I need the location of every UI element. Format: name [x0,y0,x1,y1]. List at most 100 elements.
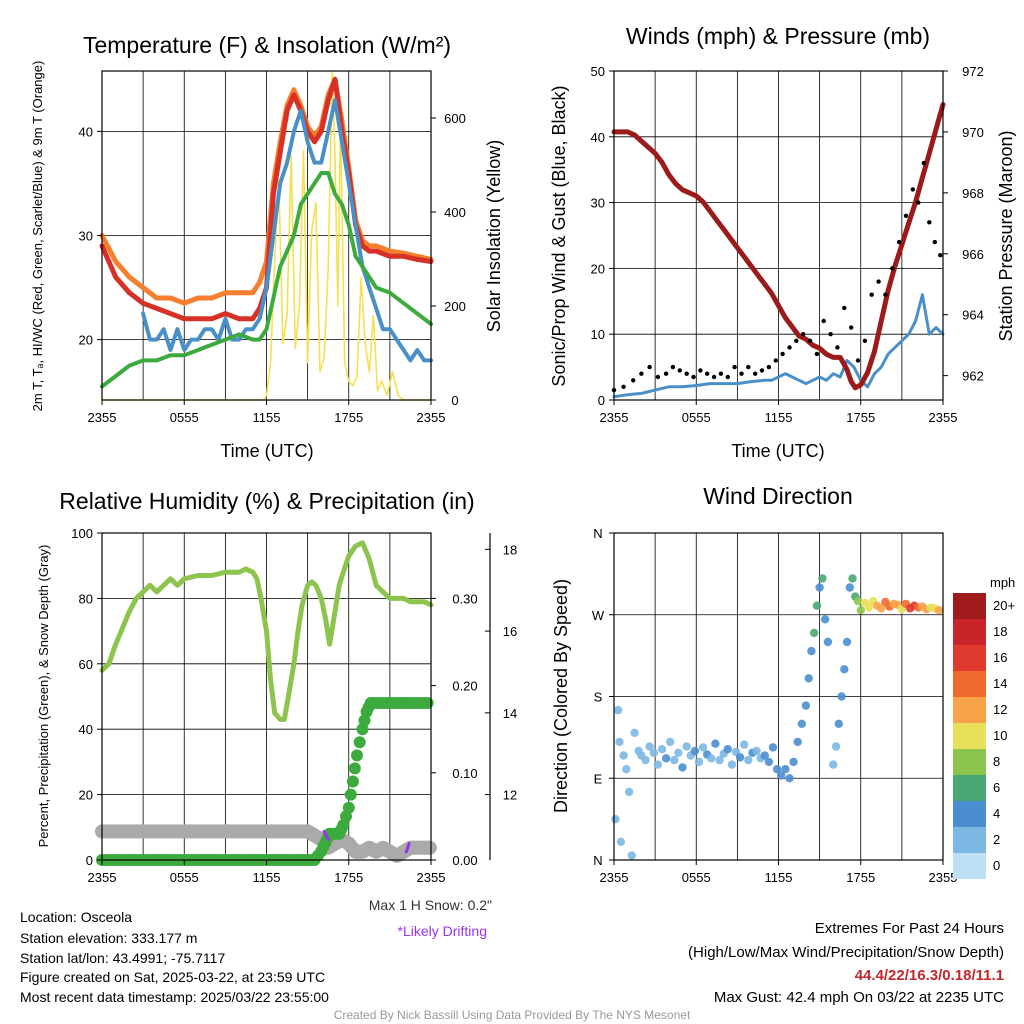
pressure-ytick-label: 964 [962,308,984,323]
precipitation-point [351,749,363,762]
info-latlon: Station lat/lon: 43.4991; -75.7117 [20,950,225,966]
wind-gust-point [718,371,724,376]
winds-xtick-label: 2355 [929,410,958,425]
wind-gust-point [869,292,874,297]
info-recent: Most recent data timestamp: 2025/03/22 2… [20,989,329,1005]
wind-gust-point [698,368,703,373]
wind-direction-point [785,774,794,783]
wind-gust-point [814,351,820,357]
info-location: Location: Osceola [20,909,132,925]
precipitation-point [346,775,359,788]
wind-gust-point [921,160,926,166]
info-elevation: Station elevation: 333.177 m [20,930,197,946]
wind-direction-point [793,737,802,747]
wind-direction-point [649,748,658,757]
legend-label: 18 [993,624,1007,639]
legend-swatch [953,801,986,827]
winds-ytick-label: 50 [591,64,605,79]
wind-direction-point [619,751,628,760]
precip-ytick-label: 0.30 [452,591,477,606]
station-info: Location: Osceola Station elevation: 333… [20,909,329,1005]
wind-direction-point [797,719,806,728]
legend-swatch [953,775,986,801]
snow-ytick-label: 18 [503,542,517,557]
wind-direction-point [789,757,798,767]
wind-direction-point [864,603,874,612]
wind-direction-point [772,765,782,774]
wind-direction-point [630,728,639,737]
wind-direction-point [627,851,636,860]
direction-ytick-label: N [593,853,602,868]
humidity-ytick-label: 40 [79,722,93,737]
winds-ytick-label: 30 [591,196,605,211]
temperature-title: Temperature (F) & Insolation (W/m²) [83,32,451,58]
wind-direction-point [666,737,675,747]
legend-swatch [953,619,986,645]
wind-gust-point [655,374,661,380]
wind-gust-point [739,371,744,376]
wind-direction-point [694,757,704,767]
wind-direction-point [829,760,838,769]
wind-direction-point [768,743,778,752]
wind-gust-point [821,318,826,324]
snow-ytick-label: 16 [503,624,517,639]
wind-direction-point [682,742,691,751]
humidity-ytick-label: 0 [86,853,93,868]
wind-gust-point [677,368,682,373]
snow-depth-point [422,840,437,855]
legend-label: 12 [993,702,1007,717]
wind-gust-point [705,371,710,376]
wind-direction-point [715,755,724,765]
station-pressure-line [611,102,946,391]
solar-ylabel: Solar Insolation (Yellow) [484,140,504,332]
legend-label: 0 [993,858,1000,873]
wind-direction-point [934,606,944,615]
wind-gust-point [938,253,943,258]
legend-label: 16 [993,650,1007,665]
speed-legend: 20+ 18 16 14 12 10 8 6 4 2 0 [953,593,1015,879]
drifting-segment [322,829,330,842]
wind-direction-xtick-label: 1155 [765,870,793,885]
legend-label: 6 [993,780,1000,795]
wind-direction-point [707,754,716,763]
wind-direction-point [807,646,816,656]
legend-swatch [953,593,986,619]
wind-direction-point [812,601,822,610]
precip-ytick-label: 0.20 [452,679,477,694]
solar-ytick-label: 600 [444,111,466,126]
wind-gust-point [910,187,915,192]
temperature-xtick-label: 1755 [334,410,363,425]
wind-direction-point [853,596,863,606]
solar-ytick-label: 0 [451,393,458,408]
solar-ytick-label: 200 [444,299,466,314]
direction-ytick-label: E [594,771,603,786]
wind-direction-point [645,742,654,751]
temperature-ytick-label: 20 [79,333,93,348]
legend-swatch [953,827,986,853]
legend-swatch [953,749,986,775]
legend-swatch [953,645,986,671]
wind-gust-point [753,371,758,376]
wind-direction-point [740,740,749,749]
wind-gust-point [807,338,813,343]
wind-direction-point [842,637,852,647]
solar-ytick-label: 400 [444,205,466,220]
wind-gust-point [691,374,696,380]
wind-direction-point [840,665,849,674]
wind-gust-point [759,368,765,373]
humidity-ylabel: Percent, Precipitation (Green), & Snow D… [36,545,51,848]
winds-ytick-label: 0 [598,393,605,408]
humidity-xtick-label: 2355 [88,870,117,885]
wind-gust-point [670,364,676,370]
wind-direction-point [845,583,854,592]
wind-gust-point [916,200,921,205]
humidity-panel: Relative Humidity (%) & Precipitation (i… [36,488,517,939]
wind-gust-point [780,351,785,357]
wind-direction-point [698,743,708,752]
precipitation-point [344,788,357,801]
winds-ylabel: Sonic/Prop Wind & Gust (Blue, Black) [549,85,569,386]
humidity-xtick-label: 2355 [417,870,446,885]
wind-gust-point [883,292,888,297]
wind-direction-point [809,628,819,638]
